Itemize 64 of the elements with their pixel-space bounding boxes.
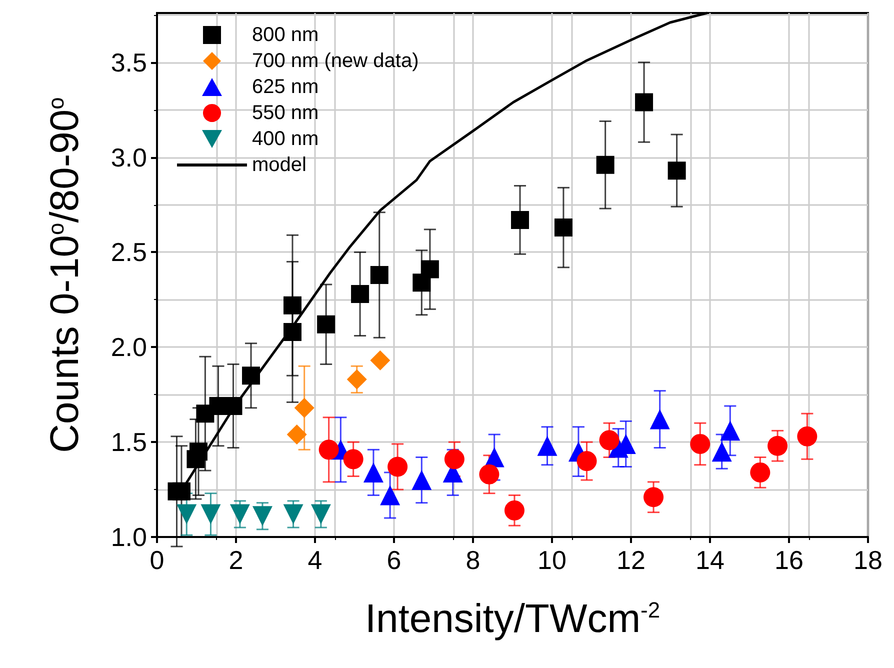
legend-label: 625 nm <box>252 76 319 98</box>
point <box>252 506 272 526</box>
point <box>668 162 686 180</box>
point <box>294 398 314 418</box>
x-tick-label: 2 <box>228 545 244 575</box>
y-tick-label: 1.5 <box>110 427 147 458</box>
x-tick-label: 14 <box>696 545 724 575</box>
point <box>388 456 408 477</box>
point <box>189 442 208 461</box>
point <box>599 430 620 450</box>
point <box>200 504 221 524</box>
legend-label: 800 nm <box>252 24 319 46</box>
point <box>511 210 530 229</box>
point <box>504 500 524 520</box>
x-tick-label: 10 <box>538 545 566 575</box>
legend-label: 400 nm <box>252 128 319 150</box>
x-tick-label: 0 <box>150 545 164 575</box>
point <box>317 315 336 334</box>
point <box>479 464 500 484</box>
point <box>230 504 250 524</box>
point <box>283 504 304 524</box>
legend-label: 550 nm <box>252 102 319 124</box>
point <box>596 156 614 174</box>
point <box>444 449 464 470</box>
point <box>768 436 788 456</box>
y-tick-label: 3.0 <box>110 142 147 172</box>
x-tick-label: 16 <box>774 545 804 575</box>
point <box>286 424 307 444</box>
y-tick-label: 1.0 <box>110 522 147 552</box>
point <box>644 487 664 508</box>
point <box>370 350 390 370</box>
point <box>797 426 818 446</box>
point <box>176 504 197 524</box>
legend-label: model <box>252 154 306 176</box>
point <box>537 436 558 456</box>
point <box>343 449 364 470</box>
y-tick-label: 2.5 <box>110 237 147 268</box>
y-tick-label: 2.0 <box>110 332 147 362</box>
point <box>420 260 439 278</box>
x-tick-label: 12 <box>616 545 646 575</box>
legend-label: 700 nm (new data) <box>252 50 419 72</box>
point <box>750 462 770 482</box>
x-tick-label: 18 <box>854 545 882 575</box>
point <box>690 434 710 454</box>
x-tick-label: 6 <box>386 545 402 575</box>
point <box>576 451 597 472</box>
point <box>363 462 384 482</box>
x-tick-label: 8 <box>466 545 480 575</box>
point <box>712 442 732 462</box>
point <box>650 409 670 430</box>
point <box>720 420 740 441</box>
y-axis-title: Counts 0-10o/80-90o <box>43 97 87 453</box>
point <box>412 470 432 490</box>
point <box>346 369 367 390</box>
point <box>380 485 400 506</box>
x-tick-label: 4 <box>308 545 322 575</box>
point <box>370 266 388 284</box>
point <box>554 218 572 237</box>
point <box>283 296 302 314</box>
point <box>310 504 331 524</box>
y-tick-label: 3.5 <box>110 47 147 78</box>
point <box>318 440 339 460</box>
point <box>351 284 370 303</box>
point <box>635 93 654 112</box>
